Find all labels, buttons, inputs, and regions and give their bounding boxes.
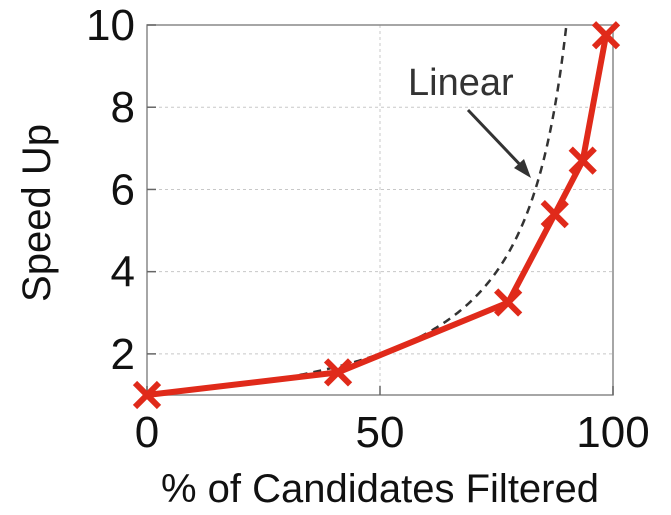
annotation-arrow-head xyxy=(514,159,531,178)
y-tick-label-2: 6 xyxy=(111,165,135,214)
linear-annotation-label: Linear xyxy=(408,62,514,104)
x-axis-ticks: 0 50 100 xyxy=(135,386,650,457)
x-tick-label-2: 100 xyxy=(576,408,649,457)
data-point-1 xyxy=(323,358,353,387)
y-axis-label: Speed Up xyxy=(15,124,59,302)
data-point-2 xyxy=(494,288,523,317)
data-markers xyxy=(132,21,621,410)
x-tick-label-1: 50 xyxy=(356,408,405,457)
y-tick-label-3: 8 xyxy=(111,83,135,132)
y-axis-ticks: 2 4 6 8 10 xyxy=(86,1,156,379)
x-tick-label-0: 0 xyxy=(135,408,159,457)
y-tick-label-1: 4 xyxy=(111,248,135,297)
series-line xyxy=(146,34,609,398)
x-axis-label: % of Candidates Filtered xyxy=(161,467,599,511)
y-tick-label-4: 10 xyxy=(86,1,135,50)
data-point-0 xyxy=(132,380,162,410)
data-point-4 xyxy=(568,146,597,175)
annotation-arrow-line xyxy=(466,108,529,174)
data-point-3 xyxy=(540,199,569,229)
linear-annotation: Linear xyxy=(408,62,531,178)
y-tick-label-0: 2 xyxy=(111,330,135,379)
grid xyxy=(146,24,614,395)
data-point-5 xyxy=(591,21,621,50)
